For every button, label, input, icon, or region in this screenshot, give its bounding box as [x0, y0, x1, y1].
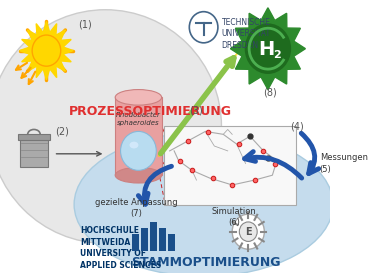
- Text: Simulation
(6): Simulation (6): [211, 207, 256, 227]
- FancyBboxPatch shape: [132, 234, 139, 251]
- Polygon shape: [230, 8, 306, 90]
- Circle shape: [232, 214, 264, 249]
- Ellipse shape: [130, 142, 138, 148]
- Circle shape: [245, 23, 291, 74]
- FancyBboxPatch shape: [159, 228, 166, 251]
- Text: (4): (4): [290, 122, 304, 132]
- Ellipse shape: [115, 167, 162, 183]
- Text: TECHNISCHE
UNIVERSITÄT
DRESDEN: TECHNISCHE UNIVERSITÄT DRESDEN: [221, 18, 270, 50]
- Text: gezielte Anpassung
(7): gezielte Anpassung (7): [95, 198, 178, 218]
- FancyBboxPatch shape: [18, 134, 50, 140]
- Ellipse shape: [115, 90, 162, 105]
- Text: (2): (2): [55, 126, 69, 136]
- Text: (8): (8): [263, 87, 277, 97]
- FancyBboxPatch shape: [115, 97, 162, 175]
- FancyBboxPatch shape: [164, 125, 296, 206]
- Ellipse shape: [74, 132, 333, 276]
- FancyBboxPatch shape: [168, 234, 175, 251]
- FancyBboxPatch shape: [20, 138, 48, 167]
- Circle shape: [239, 222, 257, 241]
- Polygon shape: [20, 21, 73, 80]
- Ellipse shape: [0, 10, 221, 243]
- Circle shape: [121, 131, 156, 170]
- Text: STAMMOPTIMIERUNG: STAMMOPTIMIERUNG: [131, 256, 280, 269]
- Text: Rhodobacter
sphaeroides: Rhodobacter sphaeroides: [116, 112, 161, 125]
- FancyBboxPatch shape: [141, 228, 148, 251]
- FancyBboxPatch shape: [150, 222, 157, 251]
- Text: H: H: [258, 40, 274, 59]
- Text: 2: 2: [273, 50, 281, 60]
- Text: Messungen
(5): Messungen (5): [320, 153, 368, 174]
- Text: E: E: [245, 227, 252, 237]
- Text: (3): (3): [189, 105, 203, 115]
- Circle shape: [32, 35, 61, 66]
- Text: (1): (1): [79, 20, 92, 29]
- Text: PROZESSOPTIMIERUNG: PROZESSOPTIMIERUNG: [69, 105, 231, 118]
- Text: HOCHSCHULE
MITTWEIDA
UNIVERSITY OF
APPLIED SCIENCES: HOCHSCHULE MITTWEIDA UNIVERSITY OF APPLI…: [80, 226, 162, 270]
